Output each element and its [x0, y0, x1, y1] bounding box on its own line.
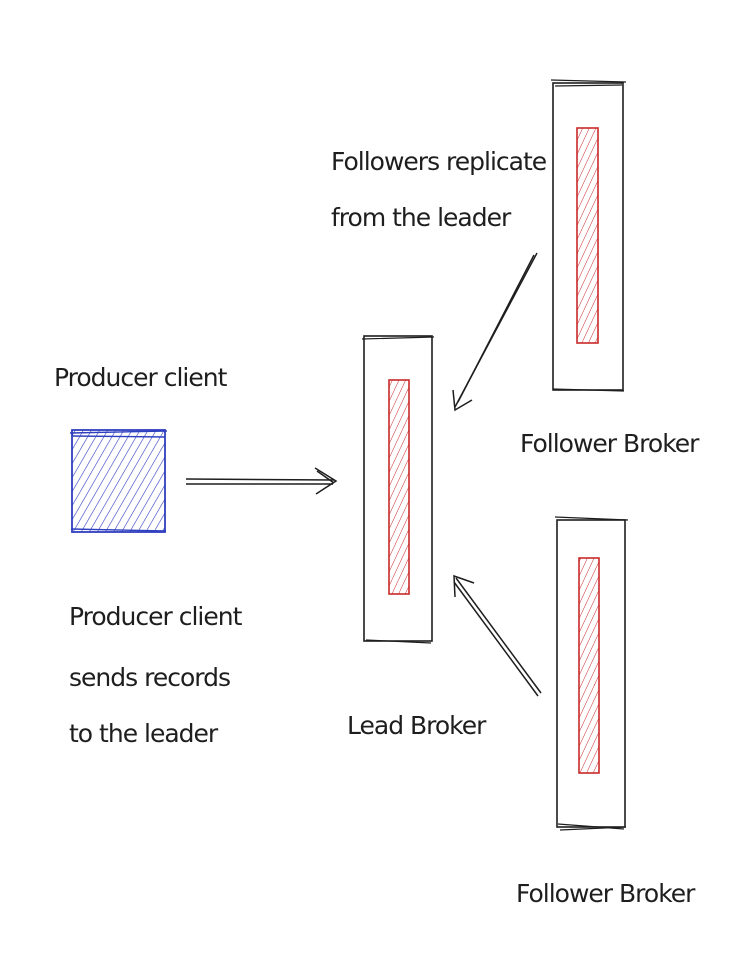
produce-arrow [185, 467, 338, 495]
producer-client-label: Producer client [54, 363, 228, 392]
producer-client-node [69, 429, 168, 533]
follower-broker-top-label: Follower Broker [520, 429, 700, 458]
followers-replicate-line-1: Followers replicate [331, 147, 547, 176]
producer-sends-note: Producer client sends records to the lea… [69, 602, 244, 748]
producer-sends-line-2: sends records [69, 663, 230, 692]
lead-broker-label: Lead Broker [347, 711, 487, 740]
follower-broker-bottom-node [554, 516, 629, 831]
follower-broker-bottom-label: Follower Broker [516, 879, 696, 908]
replicate-arrow-top [452, 252, 538, 412]
producer-sends-line-3: to the leader [69, 719, 219, 748]
follower-broker-bottom-log [578, 557, 600, 774]
lead-broker-node [361, 335, 435, 644]
followers-replicate-line-2: from the leader [331, 203, 512, 232]
follower-broker-top-node [550, 79, 627, 392]
replicate-arrow-bottom [453, 574, 542, 697]
follower-broker-top-log [576, 127, 599, 344]
lead-broker-log [388, 379, 410, 595]
producer-sends-line-1: Producer client [69, 602, 243, 631]
followers-replicate-note: Followers replicate from the leader [331, 147, 548, 232]
